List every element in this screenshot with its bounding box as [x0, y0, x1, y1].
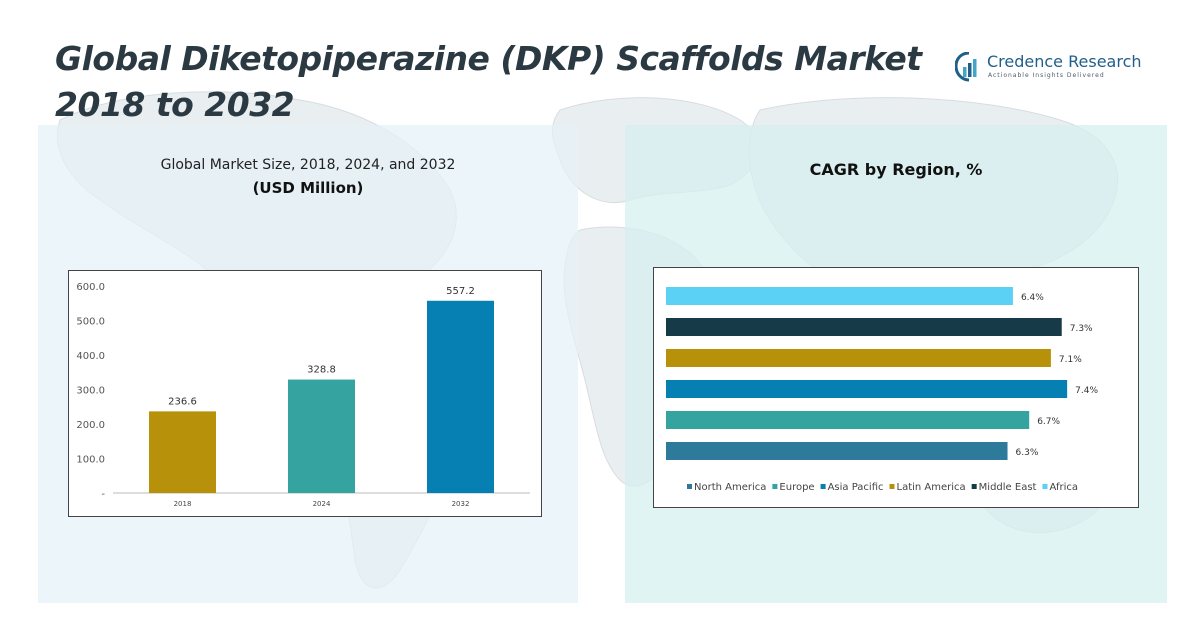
x-tick-label-2018: 2018 — [174, 500, 192, 508]
data-label-north-america: 6.3% — [1016, 448, 1039, 458]
y-tick-label: 100.0 — [76, 455, 105, 466]
bar-2018 — [149, 411, 216, 493]
bar-north-america — [666, 442, 1008, 460]
data-label-asia-pacific: 7.4% — [1075, 386, 1098, 396]
legend-label-middle-east: Middle East — [979, 482, 1037, 493]
page-title: Global Diketopiperazine (DKP) Scaffolds … — [55, 36, 922, 128]
legend-label-north-america: North America — [694, 482, 766, 493]
bar-2032 — [427, 300, 494, 493]
title-line-1: Global Diketopiperazine (DKP) Scaffolds … — [55, 39, 922, 78]
bar-europe — [666, 411, 1030, 429]
data-label-europe: 6.7% — [1037, 417, 1060, 427]
y-tick-label: 300.0 — [76, 386, 105, 397]
legend-swatch-latin-america — [889, 484, 895, 489]
logo-tagline: Actionable Insights Delivered — [988, 72, 1105, 79]
bar-chart-icon — [955, 52, 977, 82]
credence-research-logo: Credence Research Actionable Insights De… — [955, 50, 1155, 84]
market-size-bar-chart: - 100.0 200.0 300.0 400.0 500.0 600.0 236.6 2018… — [68, 270, 542, 517]
legend-swatch-africa — [1042, 484, 1048, 489]
x-tick-label-2024: 2024 — [313, 500, 331, 508]
legend-label-africa: Africa — [1049, 482, 1078, 493]
legend-label-latin-america: Latin America — [897, 482, 966, 493]
cagr-by-region-bar-chart: 6.4% 7.3% 7.1% 7.4% 6.7% 6.3% North America Eur… — [653, 267, 1139, 508]
bar-africa — [666, 287, 1013, 305]
x-tick-label-2032: 2032 — [452, 500, 470, 508]
bar-middle-east — [666, 318, 1062, 336]
bar-asia-pacific — [666, 380, 1068, 398]
y-tick-label: 600.0 — [76, 282, 105, 293]
bar-latin-america — [666, 349, 1051, 367]
legend-swatch-asia-pacific — [820, 484, 826, 489]
title-line-2: 2018 to 2032 — [55, 85, 295, 124]
legend-swatch-middle-east — [971, 484, 977, 489]
cagr-chart-title: CAGR by Region, % — [809, 160, 983, 179]
market-size-chart-title: Global Market Size, 2018, 2024, and 2032 — [160, 157, 456, 173]
legend-label-asia-pacific: Asia Pacific — [828, 482, 884, 493]
logo-name: Credence Research — [987, 52, 1142, 71]
market-size-chart-subtitle: (USD Million) — [252, 179, 364, 197]
legend-label-europe: Europe — [779, 482, 814, 493]
data-label-2024: 328.8 — [307, 365, 336, 376]
y-tick-label: - — [101, 489, 105, 500]
data-label-middle-east: 7.3% — [1070, 324, 1093, 334]
y-tick-label: 200.0 — [76, 420, 105, 431]
data-label-2032: 557.2 — [446, 286, 475, 297]
bar-2024 — [288, 379, 355, 493]
data-label-latin-america: 7.1% — [1059, 355, 1082, 365]
y-tick-label: 500.0 — [76, 317, 105, 328]
y-tick-label: 400.0 — [76, 351, 105, 362]
data-label-africa: 6.4% — [1021, 293, 1044, 303]
data-label-2018: 236.6 — [168, 396, 197, 407]
legend-swatch-europe — [772, 484, 778, 489]
legend-swatch-north-america — [687, 484, 692, 489]
